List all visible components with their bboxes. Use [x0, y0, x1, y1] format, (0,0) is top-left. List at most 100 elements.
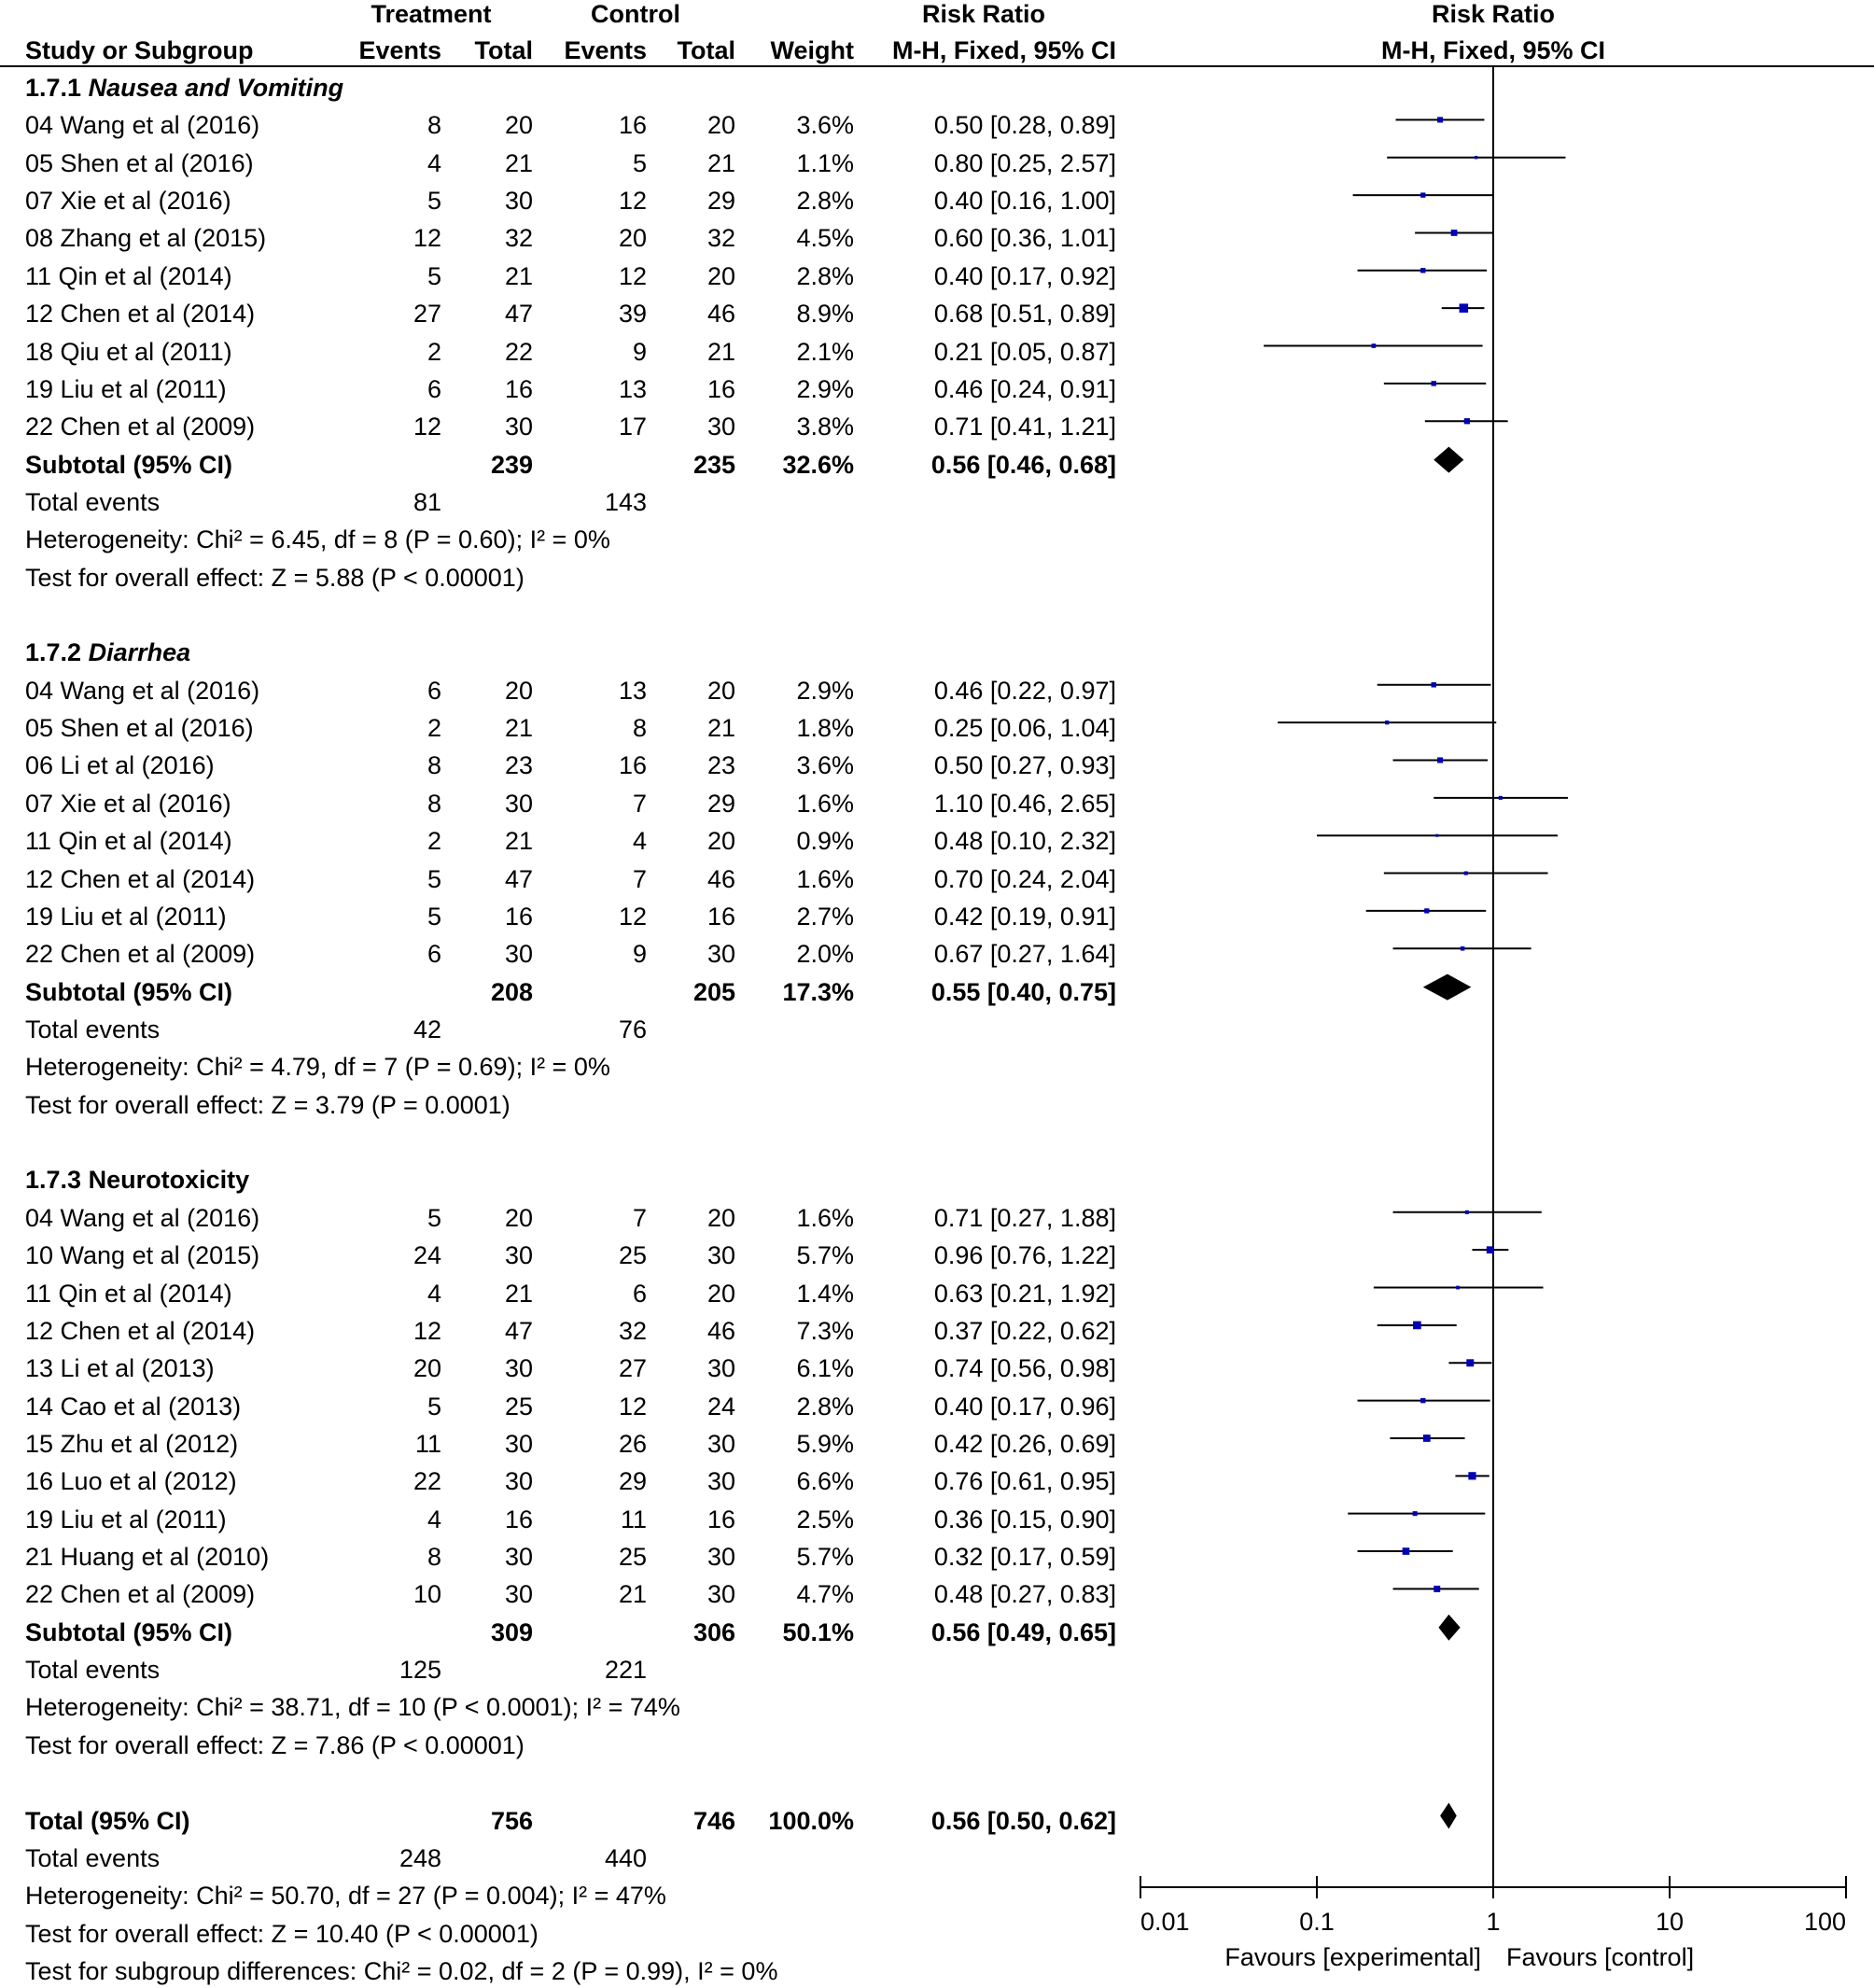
treatment-events: 12 [413, 413, 441, 441]
control-events: 39 [618, 300, 647, 329]
study-row: 21 Huang et al (2010) 8 30 25 30 5.7% 0.32 [0.… [0, 1543, 1139, 1571]
treatment-events: 12 [413, 224, 441, 253]
treatment-total: 30 [504, 1241, 533, 1270]
control-events: 8 [632, 714, 647, 743]
risk-ratio-ci: 0.50 [0.27, 0.93] [933, 751, 1116, 780]
study-row: 04 Wang et al (2016) 5 20 7 20 1.6% 0.71 [0.27… [0, 1204, 1139, 1232]
risk-ratio-ci: 0.48 [0.10, 2.32] [933, 827, 1116, 856]
control-events: 7 [632, 864, 647, 893]
point-estimate-square [1466, 1359, 1475, 1367]
total-risk-ratio-ci: 0.56 [0.50, 0.62] [930, 1806, 1116, 1835]
risk-ratio-ci: 0.50 [0.28, 0.89] [933, 111, 1116, 140]
study-weight: 5.7% [796, 1241, 854, 1270]
subgroup-differences-row: Test for subgroup differences: Chi² = 0.… [0, 1957, 1139, 1985]
treatment-events: 5 [427, 902, 441, 931]
subtotal-risk-ratio-ci: 0.56 [0.46, 0.68] [930, 450, 1116, 479]
control-events: 7 [632, 1203, 647, 1232]
subtotal-label: Subtotal (95% CI) [25, 977, 233, 1006]
study-row: 22 Chen et al (2009) 6 30 9 30 2.0% 0.67 [0.27… [0, 940, 1139, 968]
treatment-events: 12 [413, 1316, 441, 1345]
study-weight: 2.5% [796, 1505, 854, 1533]
treatment-events: 8 [427, 789, 441, 818]
treatment-events: 5 [427, 864, 441, 893]
point-estimate-square [1450, 230, 1458, 236]
study-row: 11 Qin et al (2014) 2 21 4 20 0.9% 0.48 [0.10,… [0, 827, 1139, 855]
control-events: 11 [620, 1505, 647, 1533]
subtotal-diamond [1438, 1614, 1461, 1641]
overall-effect-text: Test for overall effect: Z = 3.79 (P = 0… [25, 1090, 510, 1119]
subtotal-treatment-total: 309 [490, 1617, 533, 1646]
treatment-total: 21 [504, 261, 533, 290]
total-events-control: 221 [604, 1656, 647, 1685]
point-estimate-square [1420, 268, 1426, 273]
subtotal-diamond [1422, 973, 1472, 1001]
study-name: 15 Zhu et al (2012) [25, 1429, 239, 1458]
total-events-label: Total events [25, 1843, 161, 1872]
control-events: 4 [632, 827, 647, 856]
risk-ratio-ci: 0.40 [0.17, 0.92] [933, 261, 1116, 290]
treatment-total: 30 [504, 1429, 533, 1458]
subtotal-weight: 32.6% [782, 450, 854, 479]
risk-ratio-ci: 0.46 [0.22, 0.97] [933, 676, 1116, 705]
control-total: 30 [706, 940, 735, 969]
treatment-events: 20 [413, 1354, 441, 1383]
study-weight: 3.8% [796, 413, 854, 441]
treatment-total: 16 [504, 1505, 533, 1533]
control-total: 30 [706, 1429, 735, 1458]
control-total: 30 [706, 1467, 735, 1496]
control-total: 20 [706, 261, 735, 290]
point-estimate-square [1463, 871, 1468, 875]
treatment-total: 20 [504, 1203, 533, 1232]
control-total: 46 [706, 300, 735, 329]
total-events-label: Total events [25, 1656, 161, 1685]
study-name: 13 Li et al (2013) [25, 1354, 215, 1383]
subgroup-heading: 1.7.1 Nausea and Vomiting [0, 74, 1139, 102]
overall-effect-text: Test for overall effect: Z = 7.86 (P < 0… [25, 1730, 524, 1759]
study-name: 18 Qiu et al (2011) [25, 337, 232, 366]
treatment-events: 5 [427, 261, 441, 290]
control-events: 16 [618, 751, 647, 780]
subgroup-code: 1.7.3 [25, 1166, 82, 1195]
study-name: 11 Qin et al (2014) [25, 261, 232, 290]
control-total: 30 [706, 1241, 735, 1270]
treatment-total: 21 [504, 827, 533, 856]
subtotal-row: Subtotal (95% CI) 309 306 50.1% 0.56 [0.49, … [0, 1618, 1139, 1646]
control-events: 29 [618, 1467, 647, 1496]
study-row: 04 Wang et al (2016) 6 20 13 20 2.9% 0.46 [0.2… [0, 677, 1139, 705]
risk-ratio-ci: 0.42 [0.19, 0.91] [933, 902, 1116, 931]
overall-effect-row: Test for overall effect: Z = 5.88 (P < 0… [0, 564, 1139, 592]
subtotal-risk-ratio-ci: 0.55 [0.40, 0.75] [930, 977, 1116, 1006]
treatment-total: 30 [504, 1354, 533, 1383]
control-total: 32 [706, 224, 735, 253]
treatment-events-header: Events [358, 36, 441, 64]
control-events: 27 [618, 1354, 647, 1383]
heterogeneity-text: Heterogeneity: Chi² = 38.71, df = 10 (P … [25, 1693, 680, 1722]
study-weight: 1.4% [796, 1279, 854, 1308]
study-row: 05 Shen et al (2016) 2 21 8 21 1.8% 0.25 [0.06… [0, 714, 1139, 742]
study-row: 18 Qiu et al (2011) 2 22 9 21 2.1% 0.21 [0.05,… [0, 338, 1139, 366]
study-name: 22 Chen et al (2009) [25, 413, 256, 441]
heterogeneity-text: Heterogeneity: Chi² = 50.70, df = 27 (P … [25, 1882, 666, 1911]
subtotal-weight: 50.1% [782, 1617, 854, 1646]
subtotal-control-total: 306 [692, 1617, 735, 1646]
treatment-events: 8 [427, 111, 441, 140]
control-total-header: Total [677, 36, 736, 64]
total-events-row: Total events 42 76 [0, 1015, 1139, 1043]
study-name: 07 Xie et al (2016) [25, 187, 231, 216]
treatment-events: 6 [427, 940, 441, 969]
study-name: 05 Shen et al (2016) [25, 148, 254, 177]
control-events: 12 [618, 1392, 647, 1421]
study-row: 11 Qin et al (2014) 4 21 6 20 1.4% 0.63 [0.21,… [0, 1280, 1139, 1308]
point-estimate-square [1412, 1511, 1418, 1517]
study-row: 04 Wang et al (2016) 8 20 16 20 3.6% 0.50 [0.2… [0, 111, 1139, 139]
treatment-events: 27 [413, 300, 441, 329]
control-events: 7 [632, 789, 647, 818]
subgroup-name: Neurotoxicity [88, 1166, 250, 1195]
study-weight: 2.7% [796, 902, 854, 931]
study-weight: 3.6% [796, 751, 854, 780]
control-total: 16 [706, 902, 735, 931]
treatment-total-header: Total [474, 36, 534, 64]
control-total: 21 [706, 714, 735, 743]
total-events-row: Total events 248 440 [0, 1844, 1139, 1872]
